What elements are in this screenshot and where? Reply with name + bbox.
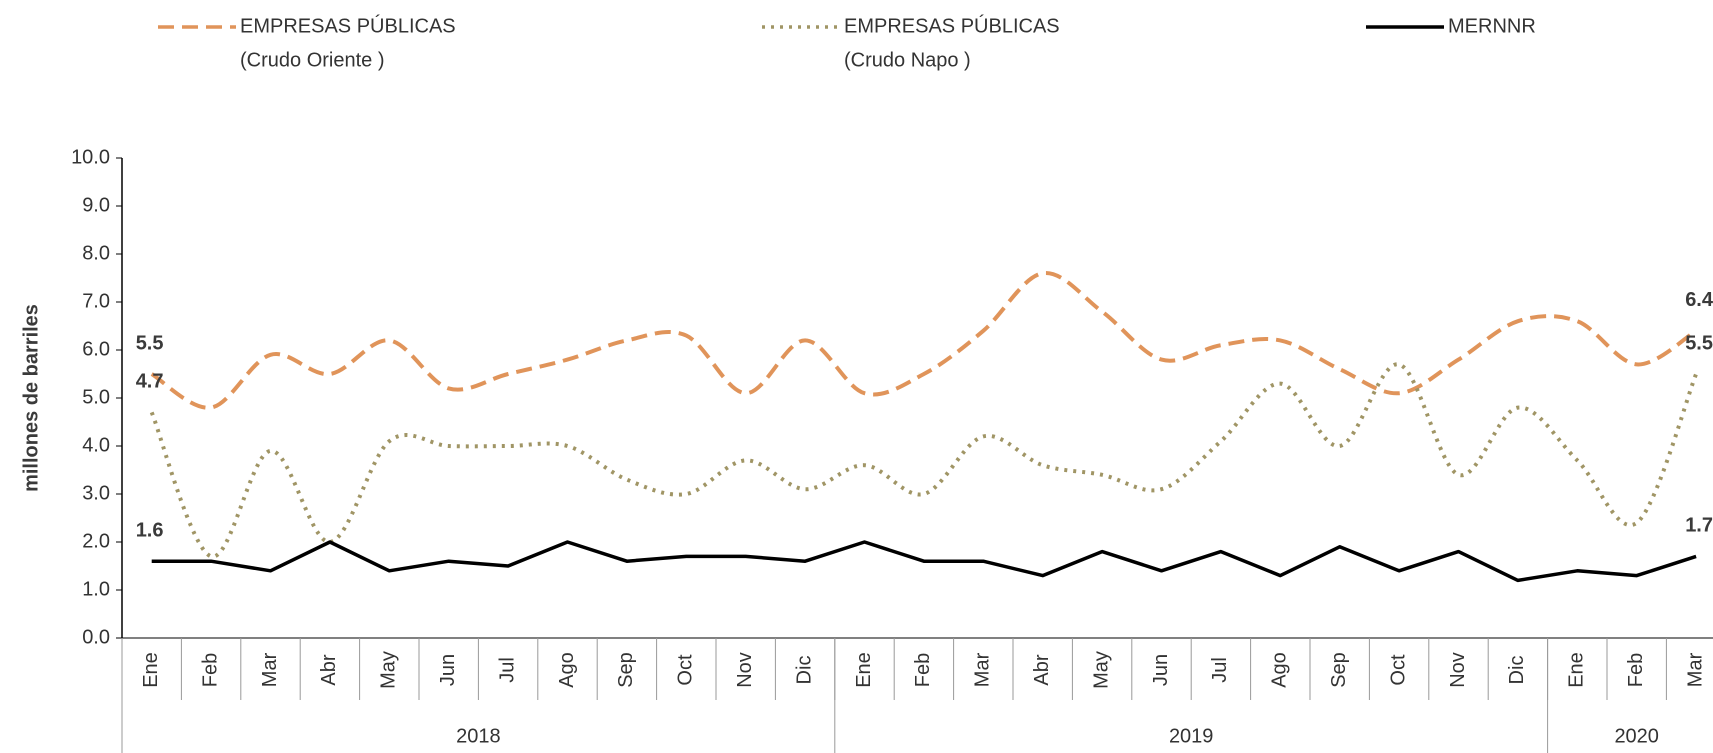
x-tick-label: Mar xyxy=(1684,652,1706,687)
data-label: 1.6 xyxy=(136,519,164,541)
y-tick-label: 8.0 xyxy=(82,242,110,264)
x-tick-label: Ago xyxy=(1269,652,1291,688)
x-tick-label: Jun xyxy=(1150,654,1172,686)
y-tick-label: 1.0 xyxy=(82,578,110,600)
x-tick-label: Mar xyxy=(259,652,281,687)
group-label: 2020 xyxy=(1614,725,1659,747)
x-tick-label: Dic xyxy=(1506,656,1528,685)
y-tick-label: 5.0 xyxy=(82,386,110,408)
x-tick-label: Sep xyxy=(615,652,637,688)
x-tick-label: Mar xyxy=(972,652,994,687)
x-tick-label: May xyxy=(1090,651,1112,689)
data-label: 1.7 xyxy=(1685,515,1713,537)
y-tick-label: 7.0 xyxy=(82,290,110,312)
y-tick-label: 4.0 xyxy=(82,434,110,456)
x-tick-label: Oct xyxy=(1387,654,1409,686)
legend-label: EMPRESAS PÚBLICAS xyxy=(240,14,456,37)
y-tick-label: 3.0 xyxy=(82,482,110,504)
series-line xyxy=(151,540,1697,583)
y-tick-label: 9.0 xyxy=(82,194,110,216)
x-tick-label: Abr xyxy=(318,654,340,685)
x-tick-label: Feb xyxy=(199,653,221,687)
series-line xyxy=(149,362,1698,559)
y-tick-label: 6.0 xyxy=(82,338,110,360)
x-tick-label: Jul xyxy=(1209,657,1231,683)
x-tick-label: Oct xyxy=(675,654,697,686)
x-tick-label: Sep xyxy=(1328,652,1350,688)
x-tick-label: Feb xyxy=(1625,653,1647,687)
y-axis-label: millones de barriles xyxy=(20,304,42,492)
x-tick-label: Ago xyxy=(556,652,578,688)
y-tick-label: 0.0 xyxy=(82,626,110,648)
x-tick-label: Ene xyxy=(140,652,162,688)
legend-label: EMPRESAS PÚBLICAS xyxy=(844,14,1060,37)
x-tick-label: Dic xyxy=(793,656,815,685)
data-label: 4.7 xyxy=(136,371,164,393)
data-label: 5.5 xyxy=(136,332,164,354)
x-tick-label: Jun xyxy=(437,654,459,686)
series-line xyxy=(150,271,1698,410)
x-tick-label: Jul xyxy=(496,657,518,683)
y-tick-label: 10.0 xyxy=(71,146,110,168)
x-tick-label: Nov xyxy=(734,652,756,688)
legend-label: (Crudo Napo ) xyxy=(844,49,971,71)
x-tick-label: Ene xyxy=(1566,652,1588,688)
x-tick-label: Abr xyxy=(1031,654,1053,685)
data-label: 5.5 xyxy=(1685,332,1713,354)
x-tick-label: Ene xyxy=(853,652,875,688)
x-tick-label: Feb xyxy=(912,653,934,687)
legend-label: MERNNR xyxy=(1448,15,1536,37)
x-tick-label: Nov xyxy=(1447,652,1469,688)
legend-label: (Crudo Oriente ) xyxy=(240,49,385,71)
x-tick-label: May xyxy=(378,651,400,689)
group-label: 2018 xyxy=(456,725,501,747)
group-label: 2019 xyxy=(1169,725,1214,747)
data-label: 6.4 xyxy=(1685,289,1713,311)
y-tick-label: 2.0 xyxy=(82,530,110,552)
